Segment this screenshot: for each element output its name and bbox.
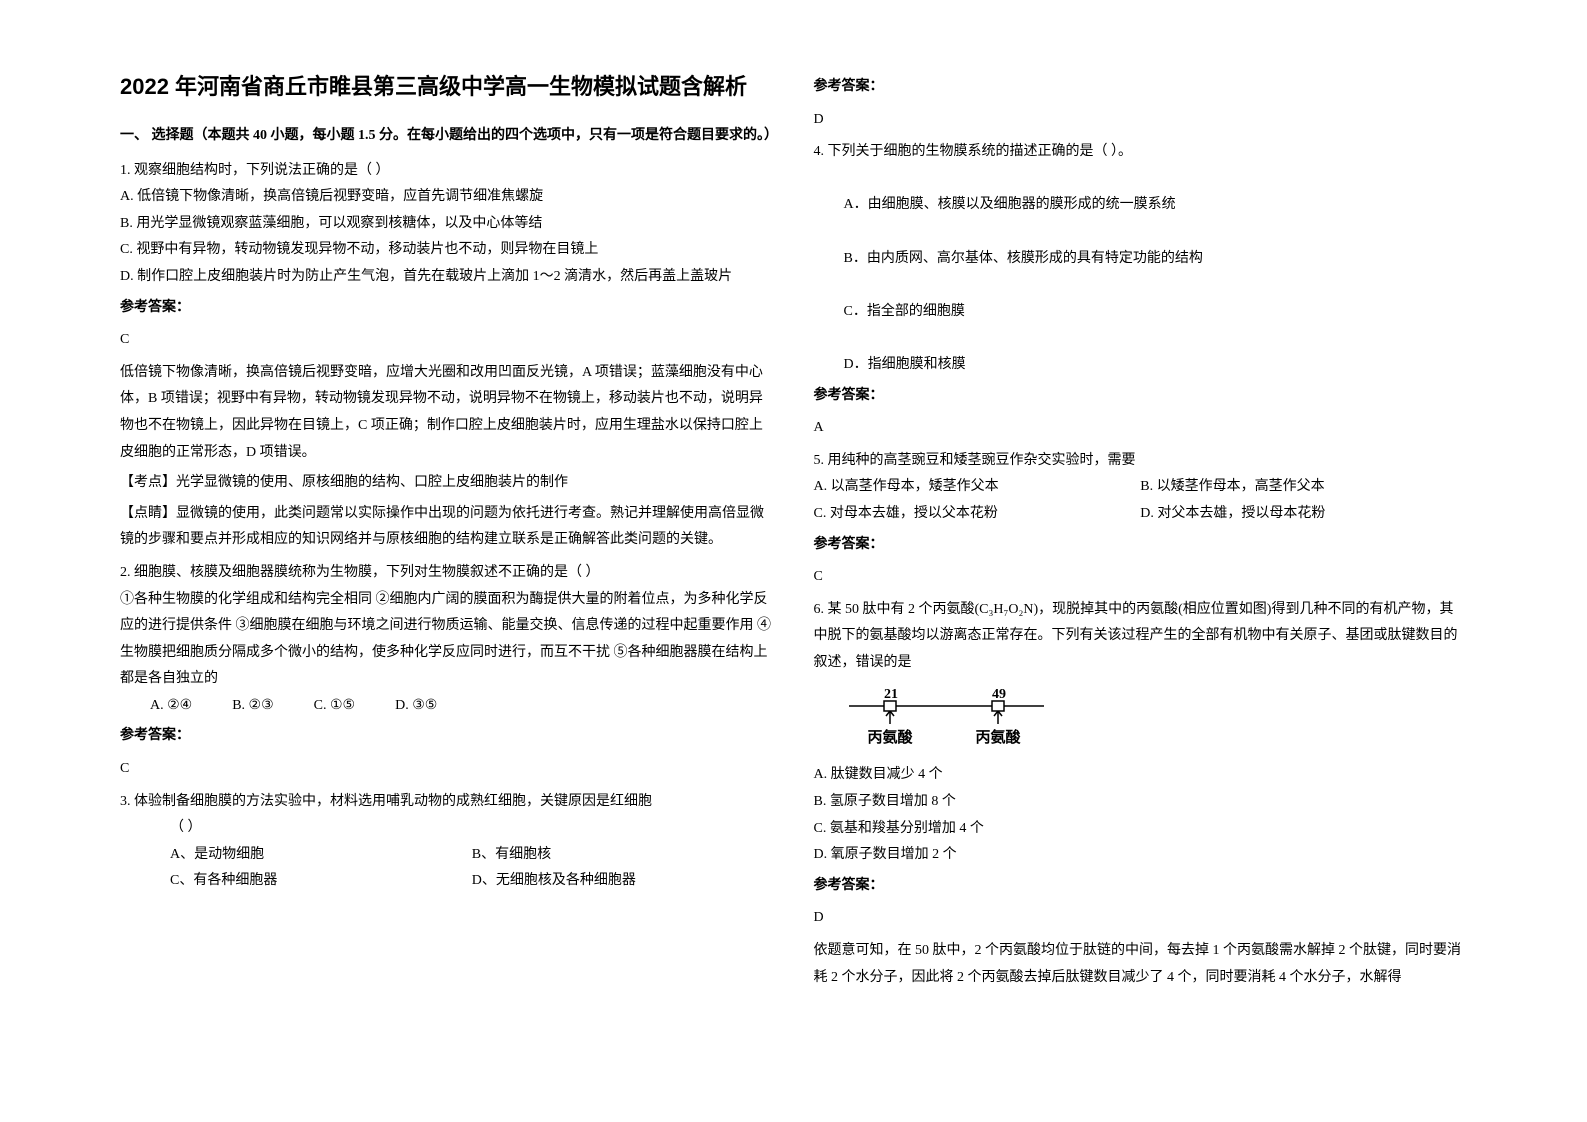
question-5: 5. 用纯种的高茎豌豆和矮茎豌豆作杂交实验时，需要 A. 以高茎作母本，矮茎作父… xyxy=(814,448,1468,591)
q4-answer-label: 参考答案： xyxy=(814,383,1468,410)
q1-option-d: D. 制作口腔上皮细胞装片时为防止产生气泡，首先在载玻片上滴加 1～2 滴清水，… xyxy=(120,264,774,291)
q3-option-b: B、有细胞核 xyxy=(472,842,774,869)
q6-option-b: B. 氢原子数目增加 8 个 xyxy=(814,789,1468,816)
q2-option-b: B. ②③ xyxy=(232,693,273,720)
diagram-label2: 丙氨酸 xyxy=(975,728,1021,746)
q1-answer-label: 参考答案： xyxy=(120,295,774,322)
q3-blank: （ ） xyxy=(120,815,774,842)
q2-stem: 2. 细胞膜、核膜及细胞器膜统称为生物膜，下列对生物膜叙述不正确的是（ ） xyxy=(120,560,774,587)
q1-explanation-2: 【考点】光学显微镜的使用、原核细胞的结构、口腔上皮细胞装片的制作 xyxy=(120,470,774,497)
section-header: 一、 选择题（本题共 40 小题，每小题 1.5 分。在每小题给出的四个选项中，… xyxy=(120,123,774,150)
question-4: 4. 下列关于细胞的生物膜系统的描述正确的是（ ）。 A．由细胞膜、核膜以及细胞… xyxy=(814,139,1468,442)
q1-explanation-1: 低倍镜下物像清晰，换高倍镜后视野变暗，应增大光圈和改用凹面反光镜，A 项错误；蓝… xyxy=(120,360,774,466)
peptide-diagram: 21 49 丙氨酸 丙氨酸 xyxy=(844,684,1468,754)
q6-answer-label: 参考答案： xyxy=(814,873,1468,900)
page-title: 2022 年河南省商丘市睢县第三高级中学高一生物模拟试题含解析 xyxy=(120,70,774,103)
q5-option-c: C. 对母本去雄，授以父本花粉 xyxy=(814,501,1141,528)
q2-option-a: A. ②④ xyxy=(150,693,192,720)
q3-answer-label: 参考答案： xyxy=(814,74,1468,101)
q3-answer: D xyxy=(814,107,1468,134)
diagram-label1: 丙氨酸 xyxy=(867,728,913,746)
q5-answer: C xyxy=(814,564,1468,591)
q5-options-row2: C. 对母本去雄，授以父本花粉 D. 对父本去雄，授以母本花粉 xyxy=(814,501,1468,528)
q2-option-c: C. ①⑤ xyxy=(314,693,355,720)
q4-option-a: A．由细胞膜、核膜以及细胞器的膜形成的统一膜系统 xyxy=(814,192,1468,219)
q3-options-row2: C、有各种细胞器 D、无细胞核及各种细胞器 xyxy=(120,868,774,895)
q6-option-d: D. 氧原子数目增加 2 个 xyxy=(814,842,1468,869)
q5-answer-label: 参考答案： xyxy=(814,532,1468,559)
q2-answer-label: 参考答案： xyxy=(120,723,774,750)
q6-answer: D xyxy=(814,905,1468,932)
q3-option-d: D、无细胞核及各种细胞器 xyxy=(472,868,774,895)
q2-options: A. ②④ B. ②③ C. ①⑤ D. ③⑤ xyxy=(120,693,774,720)
diagram-pos2: 49 xyxy=(992,687,1006,702)
q1-answer: C xyxy=(120,327,774,354)
q2-option-d: D. ③⑤ xyxy=(395,693,437,720)
q5-stem: 5. 用纯种的高茎豌豆和矮茎豌豆作杂交实验时，需要 xyxy=(814,448,1468,475)
q6-explanation: 依题意可知，在 50 肽中，2 个丙氨酸均位于肽链的中间，每去掉 1 个丙氨酸需… xyxy=(814,938,1468,991)
question-3: 3. 体验制备细胞膜的方法实验中，材料选用哺乳动物的成熟红细胞，关键原因是红细胞… xyxy=(120,789,774,895)
q2-answer: C xyxy=(120,756,774,783)
diagram-pos1: 21 xyxy=(884,687,898,702)
q4-answer: A xyxy=(814,415,1468,442)
q5-options-row1: A. 以高茎作母本，矮茎作父本 B. 以矮茎作母本，高茎作父本 xyxy=(814,474,1468,501)
peptide-svg: 21 49 丙氨酸 丙氨酸 xyxy=(844,684,1064,754)
q4-option-d: D．指细胞膜和核膜 xyxy=(814,352,1468,379)
q3-option-a: A、是动物细胞 xyxy=(170,842,472,869)
q6-stem: 6. 某 50 肽中有 2 个丙氨酸(C₃H₇O₂N)，现脱掉其中的丙氨酸(相应… xyxy=(814,597,1468,677)
q3-stem: 3. 体验制备细胞膜的方法实验中，材料选用哺乳动物的成熟红细胞，关键原因是红细胞 xyxy=(120,789,774,816)
q1-option-b: B. 用光学显微镜观察蓝藻细胞，可以观察到核糖体，以及中心体等结 xyxy=(120,211,774,238)
q2-body: ①各种生物膜的化学组成和结构完全相同 ②细胞内广阔的膜面积为酶提供大量的附着位点… xyxy=(120,587,774,693)
q1-explanation-3: 【点睛】显微镜的使用，此类问题常以实际操作中出现的问题为依托进行考查。熟记并理解… xyxy=(120,501,774,554)
q4-stem: 4. 下列关于细胞的生物膜系统的描述正确的是（ ）。 xyxy=(814,139,1468,166)
q4-option-b: B．由内质网、高尔基体、核膜形成的具有特定功能的结构 xyxy=(814,246,1468,273)
q1-option-a: A. 低倍镜下物像清晰，换高倍镜后视野变暗，应首先调节细准焦螺旋 xyxy=(120,184,774,211)
q5-option-a: A. 以高茎作母本，矮茎作父本 xyxy=(814,474,1141,501)
q1-option-c: C. 视野中有异物，转动物镜发现异物不动，移动装片也不动，则异物在目镜上 xyxy=(120,237,774,264)
q3-option-c: C、有各种细胞器 xyxy=(170,868,472,895)
question-2: 2. 细胞膜、核膜及细胞器膜统称为生物膜，下列对生物膜叙述不正确的是（ ） ①各… xyxy=(120,560,774,783)
q6-option-c: C. 氨基和羧基分别增加 4 个 xyxy=(814,816,1468,843)
q6-option-a: A. 肽键数目减少 4 个 xyxy=(814,762,1468,789)
q1-stem: 1. 观察细胞结构时，下列说法正确的是（ ） xyxy=(120,158,774,185)
q5-option-b: B. 以矮茎作母本，高茎作父本 xyxy=(1140,474,1467,501)
q5-option-d: D. 对父本去雄，授以母本花粉 xyxy=(1140,501,1467,528)
q4-option-c: C．指全部的细胞膜 xyxy=(814,299,1468,326)
q3-options-row1: A、是动物细胞 B、有细胞核 xyxy=(120,842,774,869)
question-6: 6. 某 50 肽中有 2 个丙氨酸(C₃H₇O₂N)，现脱掉其中的丙氨酸(相应… xyxy=(814,597,1468,992)
question-1: 1. 观察细胞结构时，下列说法正确的是（ ） A. 低倍镜下物像清晰，换高倍镜后… xyxy=(120,158,774,554)
